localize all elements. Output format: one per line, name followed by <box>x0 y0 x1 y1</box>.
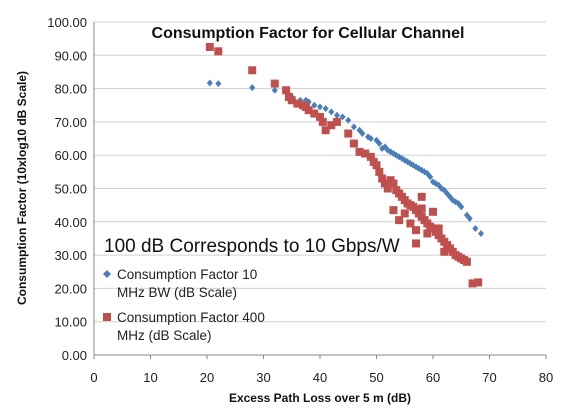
data-point-400mhz <box>378 174 387 183</box>
y-tick-label: 30.00 <box>54 248 87 263</box>
data-point-400mhz <box>372 161 381 170</box>
y-tick-label: 10.00 <box>54 315 87 330</box>
data-point-10mhz <box>472 224 479 232</box>
data-point-10mhz <box>317 103 323 111</box>
data-point-400mhz <box>361 149 370 158</box>
legend: Consumption Factor 10 MHz BW (dB Scale) … <box>103 267 265 343</box>
data-series <box>205 42 485 288</box>
data-point-400mhz <box>332 117 341 126</box>
y-tick-label: 100.00 <box>47 15 87 30</box>
x-tick-label: 70 <box>482 370 496 385</box>
data-point-10mhz <box>206 79 213 87</box>
data-point-400mhz <box>406 219 415 228</box>
legend-label-10mhz-line1: Consumption Factor 10 <box>117 267 257 282</box>
y-tick-label: 50.00 <box>54 182 87 197</box>
data-point-10mhz <box>215 80 222 88</box>
legend-label-10mhz-line2: MHz BW (dB Scale) <box>117 285 237 300</box>
data-point-400mhz <box>282 86 291 95</box>
x-tick-label: 20 <box>200 370 214 385</box>
data-point-400mhz <box>316 112 324 121</box>
data-point-10mhz <box>376 140 383 148</box>
y-tick-labels: 0.00 10.00 20.00 30.00 40.00 50.00 60.00 70.00 8… <box>47 15 87 363</box>
y-tick-label: 0.00 <box>62 348 87 363</box>
x-tick-label: 0 <box>90 370 97 385</box>
data-point-400mhz <box>400 209 409 218</box>
data-point-400mhz <box>205 42 214 51</box>
y-tick-label: 90.00 <box>54 48 87 63</box>
data-point-10mhz <box>271 86 278 94</box>
x-tick-label: 80 <box>539 370 553 385</box>
data-point-400mhz <box>355 147 364 156</box>
y-axis-title: Consumption Factor (10xlog10 dB Scale) <box>15 71 29 305</box>
x-tick-label: 10 <box>143 370 157 385</box>
data-point-400mhz <box>321 126 330 135</box>
data-point-400mhz <box>310 109 319 118</box>
data-point-400mhz <box>248 66 257 75</box>
data-point-400mhz <box>429 207 437 216</box>
data-point-10mhz <box>478 229 485 237</box>
data-point-10mhz <box>345 116 352 124</box>
data-point-400mhz <box>462 257 471 266</box>
data-point-400mhz <box>440 247 449 256</box>
data-point-400mhz <box>344 129 353 138</box>
data-point-400mhz <box>366 152 375 161</box>
data-point-10mhz <box>427 173 434 181</box>
data-point-400mhz <box>383 184 392 193</box>
data-point-400mhz <box>417 192 426 201</box>
y-tick-label: 20.00 <box>54 281 87 296</box>
y-tick-label: 40.00 <box>54 215 87 230</box>
data-point-400mhz <box>270 79 279 88</box>
x-tick-label: 50 <box>369 370 383 385</box>
data-point-10mhz <box>458 203 465 211</box>
data-point-400mhz <box>417 204 426 213</box>
legend-marker-10mhz <box>103 270 111 278</box>
data-point-400mhz <box>318 117 327 126</box>
data-point-400mhz <box>389 179 398 188</box>
data-point-400mhz <box>474 278 483 287</box>
data-point-400mhz <box>287 96 296 105</box>
data-point-10mhz <box>328 108 335 116</box>
x-tick-label: 40 <box>313 370 327 385</box>
data-point-10mhz <box>311 101 318 109</box>
data-point-10mhz <box>359 130 366 138</box>
data-point-10mhz <box>322 105 329 113</box>
data-point-10mhz <box>466 214 473 222</box>
legend-label-400mhz-line2: MHz (dB Scale) <box>117 328 212 343</box>
legend-marker-400mhz <box>103 313 111 321</box>
chart-title: Consumption Factor for Cellular Channel <box>152 25 465 42</box>
y-tick-label: 80.00 <box>54 82 87 97</box>
grid-lines <box>94 21 546 323</box>
x-tick-labels: 0 10 20 30 40 50 60 70 80 <box>90 355 553 385</box>
data-point-400mhz <box>375 167 384 176</box>
data-point-10mhz <box>339 113 346 121</box>
y-tick-label: 70.00 <box>54 115 87 130</box>
data-point-400mhz <box>293 99 302 108</box>
legend-label-400mhz-line1: Consumption Factor 400 <box>117 310 265 325</box>
data-point-400mhz <box>389 206 398 215</box>
data-point-400mhz <box>380 179 389 188</box>
data-point-400mhz <box>423 229 432 238</box>
data-point-400mhz <box>434 224 443 233</box>
data-point-10mhz <box>333 111 340 119</box>
x-tick-label: 30 <box>256 370 270 385</box>
data-point-10mhz <box>350 123 357 131</box>
data-point-400mhz <box>214 47 223 56</box>
y-tick-label: 60.00 <box>54 148 87 163</box>
data-point-400mhz <box>304 106 313 115</box>
data-point-400mhz <box>412 226 421 235</box>
data-point-400mhz <box>349 139 358 148</box>
data-point-10mhz <box>367 135 374 143</box>
x-axis-title: Excess Path Loss over 5 m (dB) <box>229 391 411 405</box>
data-point-400mhz <box>412 239 421 248</box>
data-point-400mhz <box>327 121 336 130</box>
data-point-400mhz <box>395 216 404 225</box>
data-point-10mhz <box>249 84 256 92</box>
data-point-400mhz <box>468 279 477 288</box>
x-tick-label: 60 <box>426 370 440 385</box>
chart-annotation: 100 dB Corresponds to 10 Gbps/W <box>104 236 400 257</box>
